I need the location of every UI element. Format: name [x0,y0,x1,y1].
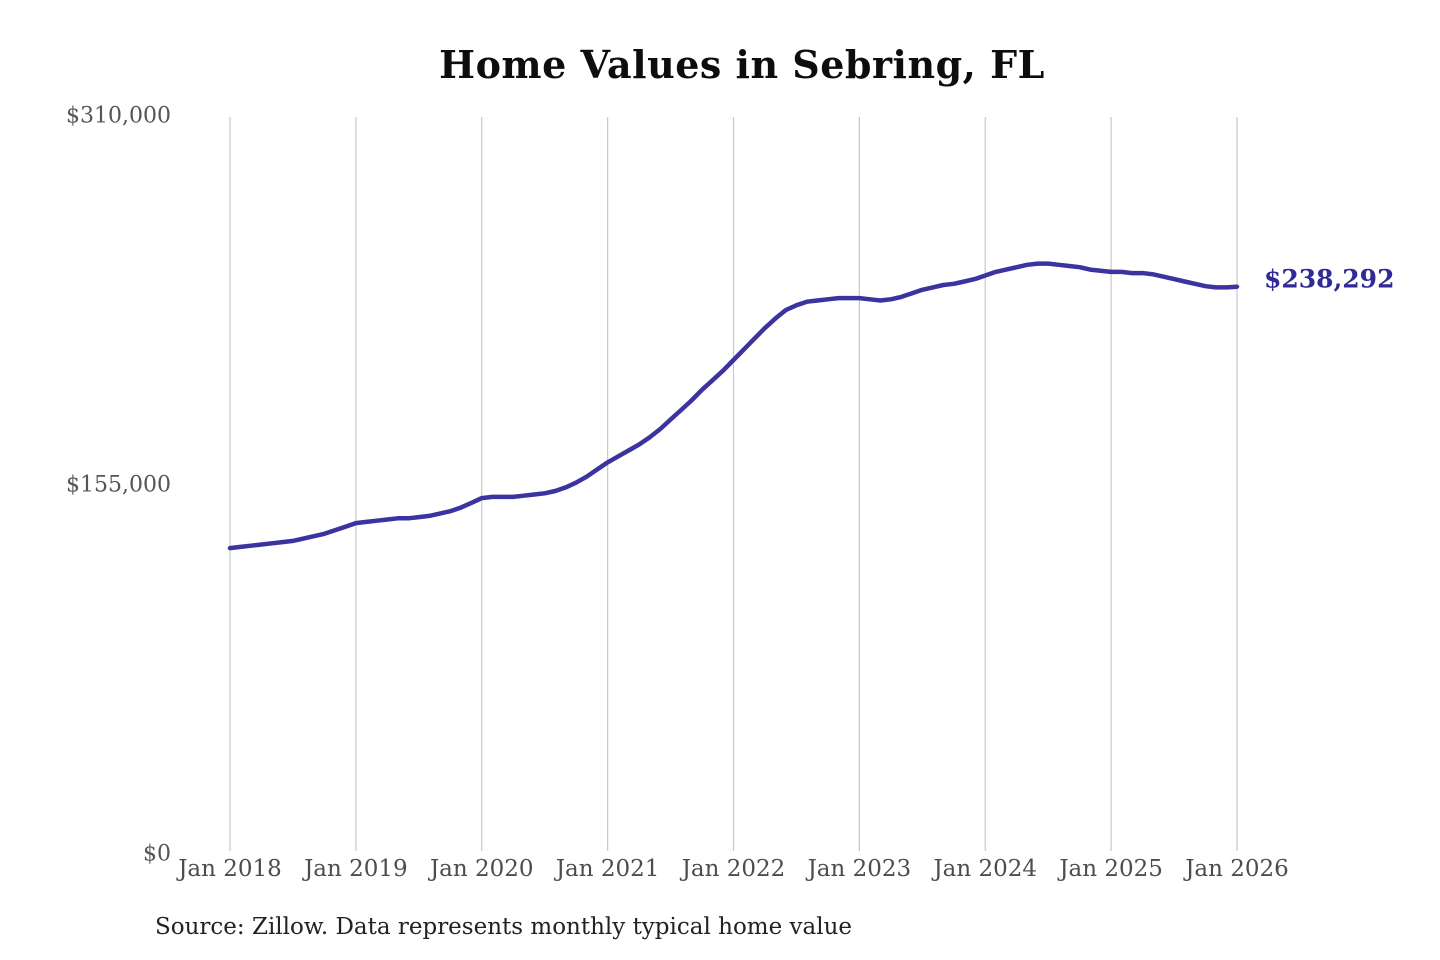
home-value-trend-line [227,261,1240,551]
x-axis-tick-label: Jan 2019 [304,856,408,882]
source-note: Source: Zillow. Data represents monthly … [155,914,853,940]
y-axis-tick-label: $155,000 [66,472,171,498]
chart-title: Home Values in Sebring, FL [439,42,1045,87]
vertical-gridlines [229,117,1238,851]
x-axis-tick-label: Jan 2018 [178,856,282,882]
x-axis-tick-label: Jan 2024 [933,856,1038,882]
x-axis-tick-label: Jan 2026 [1185,856,1289,882]
current-value-label: $238,292 [1264,264,1395,294]
x-axis-tick-label: Jan 2025 [1059,856,1163,882]
x-axis-tick-label: Jan 2021 [555,856,660,882]
y-axis-tick-label: $0 [143,841,171,867]
y-axis-tick-label: $310,000 [66,103,171,129]
x-axis-tick-label: Jan 2020 [429,856,534,882]
x-axis-tick-label: Jan 2023 [807,856,912,882]
x-axis-tick-label: Jan 2022 [681,856,786,882]
